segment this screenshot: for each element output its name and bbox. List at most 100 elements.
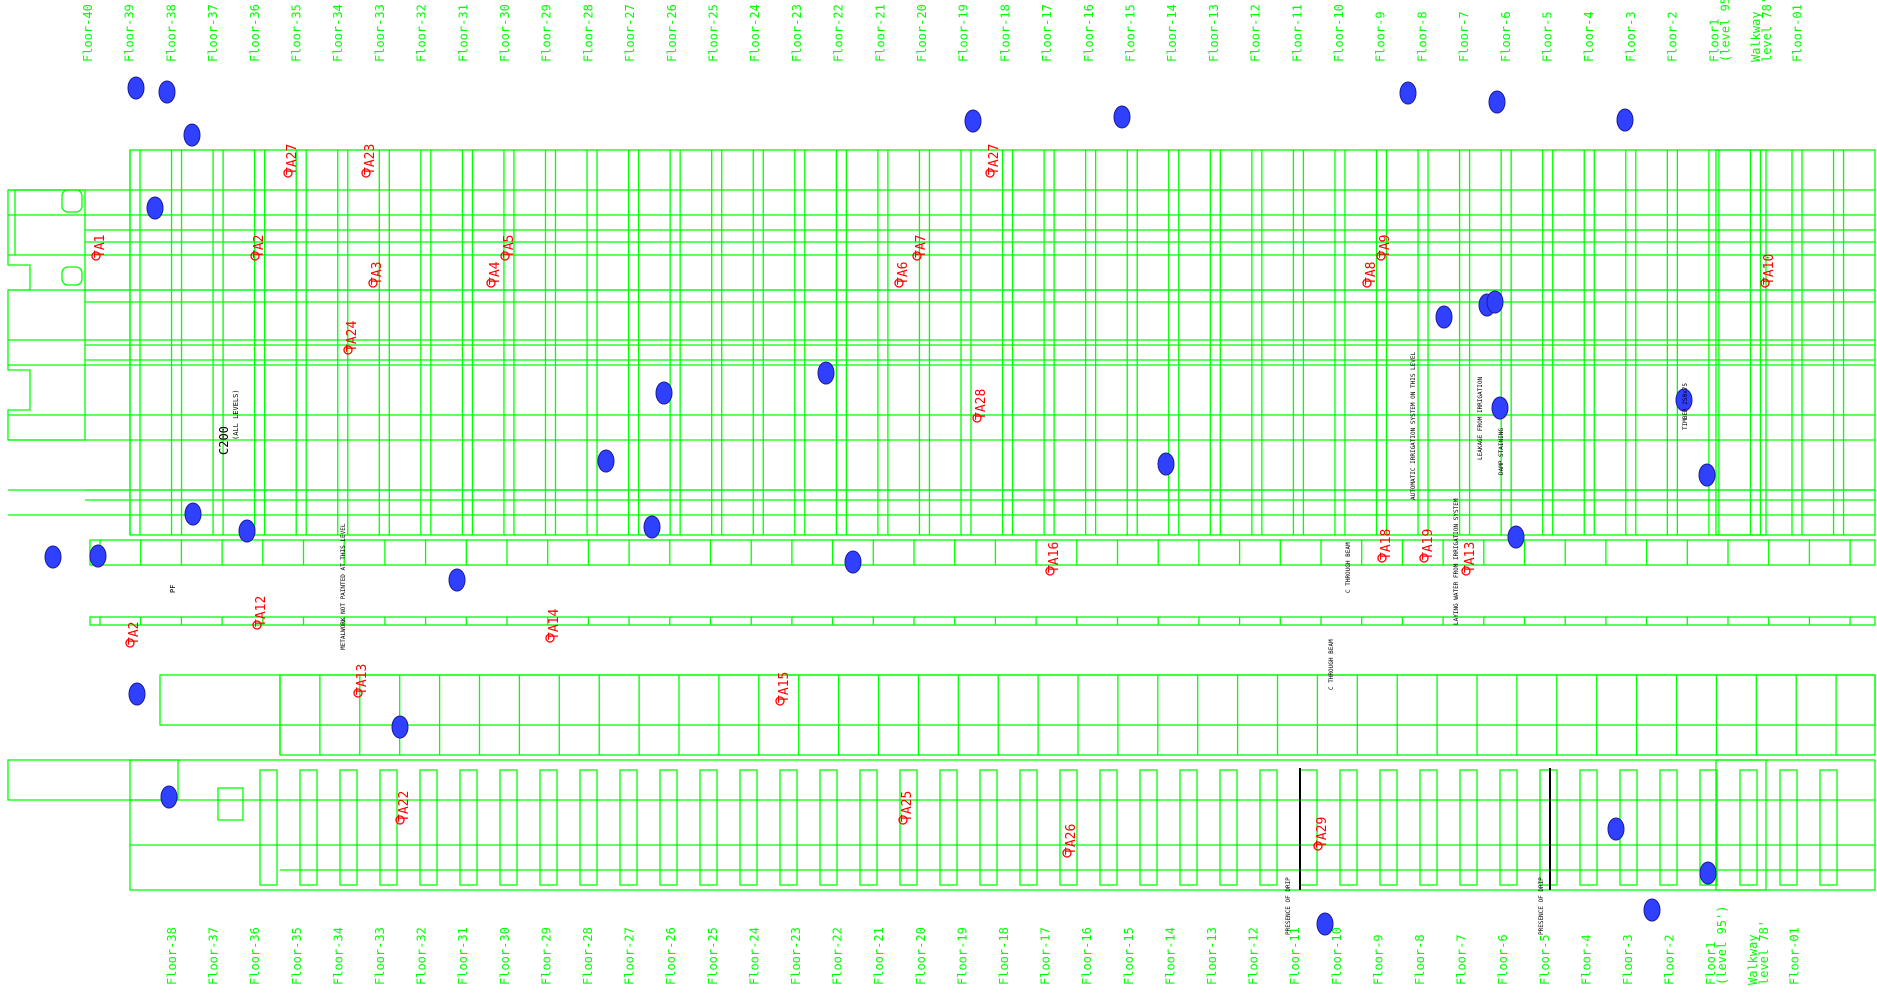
svg-text:TA12: TA12 <box>254 596 269 627</box>
bottom-bay <box>1659 769 1678 886</box>
test-area-12: TA28 <box>972 389 989 423</box>
bottom-bay <box>1699 769 1718 886</box>
bottom-bay <box>1739 769 1758 886</box>
bottom-bay <box>1539 769 1558 886</box>
test-area-18: TA19 <box>1419 529 1436 563</box>
note-presence-drip-1: PRESENCE OF DRIP <box>1285 877 1292 935</box>
floor-label-bottom-33: Floor-6 <box>1496 934 1510 985</box>
bottom-bay <box>739 769 758 886</box>
bottom-bay <box>1379 769 1398 886</box>
floor-label-top-20: Floor-21 <box>873 4 887 62</box>
floor-label-top-28: Floor-13 <box>1207 4 1221 62</box>
floor-label-bottom-37: Floor-2 <box>1663 934 1677 985</box>
floor-label-bottom-38: Floor1(level 95') <box>1704 906 1729 985</box>
survey-marker-11 <box>1486 290 1504 314</box>
floor-label-top-16: Floor-25 <box>707 4 721 62</box>
bottom-bay <box>1059 769 1078 886</box>
floor-label-top-41: Walkwaylevel 78' <box>1749 0 1774 62</box>
test-area-24: TA22 <box>395 791 412 825</box>
survey-marker-12 <box>1675 388 1693 412</box>
floor-label-top-40: Floor1(level 95') <box>1707 0 1732 62</box>
floor-label-bottom-29: Floor-10 <box>1330 927 1344 985</box>
bottom-bay <box>1779 769 1798 886</box>
floor-label-top-11: Floor-30 <box>498 4 512 62</box>
floor-label-bottom-7: Floor-32 <box>415 927 429 985</box>
floor-label-top-33: Floor-8 <box>1415 11 1429 62</box>
svg-text:TA2: TA2 <box>127 622 142 645</box>
floor-label-top-25: Floor-16 <box>1082 4 1096 62</box>
svg-text:TA13: TA13 <box>1463 542 1478 573</box>
floor-label-top-6: Floor-35 <box>290 4 304 62</box>
middle-strip-2 <box>89 616 1876 626</box>
floor-label-top-18: Floor-23 <box>790 4 804 62</box>
floor-label-bottom-24: Floor-15 <box>1122 927 1136 985</box>
survey-marker-23 <box>89 544 107 568</box>
floor-label-bottom-19: Floor-20 <box>914 927 928 985</box>
floor-label-top-13: Floor-28 <box>581 4 595 62</box>
floor-label-top-32: Floor-9 <box>1374 11 1388 62</box>
note-automatic-irrigation: AUTOMATIC IRRIGATION SYSTEM ON THIS LEVE… <box>1410 352 1417 500</box>
note-metalwork: METALWORK NOT PAINTED AT THIS LEVEL <box>340 523 347 650</box>
svg-text:TA28: TA28 <box>974 389 989 420</box>
bottom-bay <box>1499 769 1518 886</box>
bottom-bay <box>419 769 438 886</box>
floor-label-top-36: Floor-5 <box>1541 11 1555 62</box>
floor-label-top-15: Floor-26 <box>665 4 679 62</box>
ramp-strip <box>159 674 1876 726</box>
bottom-bay <box>259 769 278 886</box>
svg-text:TA18: TA18 <box>1379 529 1394 560</box>
survey-marker-22 <box>184 502 202 526</box>
floor-label-bottom-20: Floor-19 <box>955 927 969 985</box>
note-c200: C200 <box>217 426 231 455</box>
floor-label-bottom-23: Floor-16 <box>1080 927 1094 985</box>
floor-label-bottom-34: Floor-5 <box>1538 934 1552 985</box>
bottom-bay <box>779 769 798 886</box>
svg-text:TA19: TA19 <box>1421 529 1436 560</box>
floor-label-bottom-30: Floor-9 <box>1371 934 1385 985</box>
middle-strip <box>89 539 1876 566</box>
survey-marker-32 <box>1399 81 1417 105</box>
svg-text:TA1: TA1 <box>93 235 108 258</box>
deck-structure <box>7 149 1876 891</box>
floor-label-top-31: Floor-10 <box>1332 4 1346 62</box>
floor-label-top-10: Floor-31 <box>456 4 470 62</box>
floor-label-top-1: Floor-40 <box>81 4 95 62</box>
right-end-top <box>1715 149 1767 536</box>
note-leakage: LEAKAGE FROM IRRIGATION <box>1477 377 1484 460</box>
svg-text:TA29: TA29 <box>1315 817 1330 848</box>
floor-label-top-4: Floor-37 <box>206 4 220 62</box>
test-area-11: TA27 <box>985 144 1002 178</box>
svg-text:TA27: TA27 <box>987 144 1002 175</box>
survey-marker-5 <box>655 381 673 405</box>
svg-text:TA2: TA2 <box>252 235 267 258</box>
note-c-through-beam-2: C THROUGH BEAM <box>1328 639 1335 690</box>
test-area-5: TA3 <box>368 262 385 288</box>
floor-label-top-3: Floor-38 <box>164 4 178 62</box>
survey-marker-6 <box>597 449 615 473</box>
floor-label-top-37: Floor-4 <box>1582 11 1596 62</box>
svg-text:TA14: TA14 <box>547 609 562 640</box>
test-area-19: TA13 <box>1461 542 1478 576</box>
bottom-bay <box>299 769 318 886</box>
floor-label-top-39: Floor-2 <box>1666 11 1680 62</box>
survey-marker-3 <box>183 123 201 147</box>
right-end-bottom <box>1715 759 1767 891</box>
floor-label-bottom-32: Floor-7 <box>1455 934 1469 985</box>
bottom-bay <box>1179 769 1198 886</box>
svg-text:TA7: TA7 <box>914 235 929 258</box>
floor-label-top-7: Floor-34 <box>331 4 345 62</box>
survey-marker-21 <box>238 519 256 543</box>
floor-label-top-23: Floor-18 <box>998 4 1012 62</box>
survey-marker-28 <box>1607 817 1625 841</box>
floor-label-bottom-9: Floor-30 <box>498 927 512 985</box>
survey-marker-24 <box>44 545 62 569</box>
floor-labels-bottom: Floor-38 Floor-37 Floor-36 Floor-35 Floor-34… <box>165 906 1801 985</box>
bottom-bay <box>859 769 878 886</box>
left-end-detail <box>14 189 60 255</box>
floor-label-top-26: Floor-15 <box>1124 4 1138 62</box>
test-area-20: TA12 <box>252 596 269 630</box>
survey-marker-19 <box>643 515 661 539</box>
bottom-bay <box>1579 769 1598 886</box>
test-area-26: TA26 <box>1062 824 1079 858</box>
survey-marker-14 <box>1157 452 1175 476</box>
